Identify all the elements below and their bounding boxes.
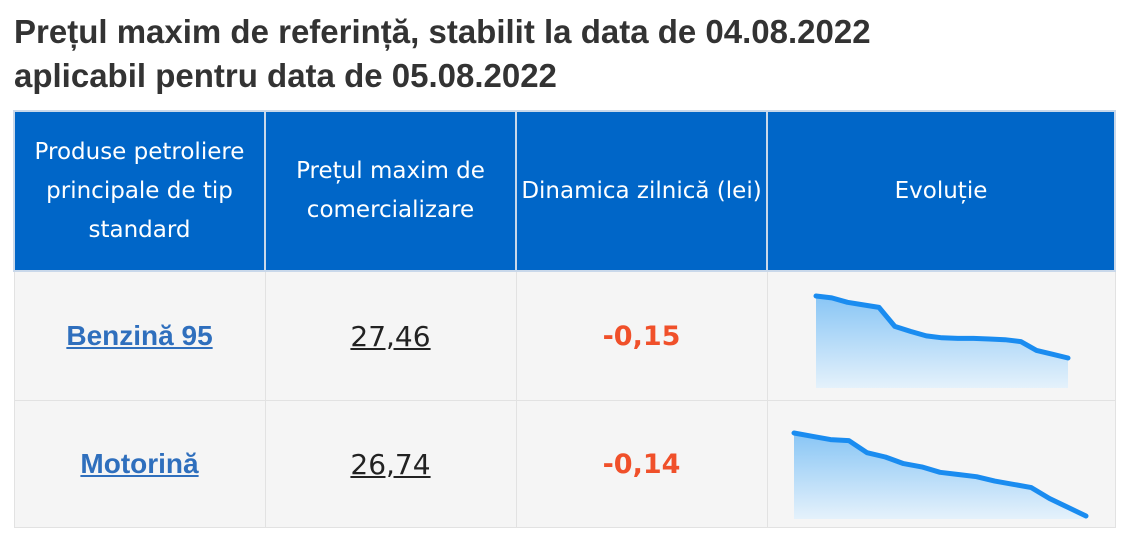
cell-product: Benzină 95 bbox=[13, 270, 266, 401]
page-title-line-1: Prețul maxim de referință, stabilit la d… bbox=[14, 13, 871, 50]
page-title-line-2: aplicabil pentru data de 05.08.2022 bbox=[14, 57, 557, 94]
header-dynamic: Dinamica zilnică (lei) bbox=[515, 110, 768, 272]
price-link-benzina-95[interactable]: 27,46 bbox=[350, 319, 431, 353]
sparkline-benzina-95 bbox=[813, 293, 1070, 388]
daily-change-value: -0,14 bbox=[602, 448, 681, 480]
header-price: Prețul maxim de comercializare bbox=[264, 110, 517, 272]
cell-dynamic: -0,14 bbox=[515, 400, 768, 528]
product-link-motorina[interactable]: Motorină bbox=[80, 448, 199, 479]
page-title: Prețul maxim de referință, stabilit la d… bbox=[14, 10, 871, 98]
sparkline-line bbox=[791, 430, 1088, 519]
cell-dynamic: -0,15 bbox=[515, 270, 768, 401]
price-table: Produse petroliere principale de tip sta… bbox=[13, 110, 1116, 528]
header-evolution: Evoluție bbox=[766, 110, 1116, 272]
sparkline-area bbox=[793, 433, 1086, 519]
header-product: Produse petroliere principale de tip sta… bbox=[13, 110, 266, 272]
cell-price: 27,46 bbox=[264, 270, 517, 401]
cell-evolution bbox=[766, 400, 1116, 528]
sparkline-area bbox=[815, 296, 1068, 388]
daily-change-value: -0,15 bbox=[602, 320, 681, 352]
sparkline-motorina bbox=[791, 430, 1088, 519]
cell-price: 26,74 bbox=[264, 400, 517, 528]
table-row: Benzină 95 27,46 -0,15 bbox=[13, 270, 1116, 401]
table-header-row: Produse petroliere principale de tip sta… bbox=[13, 110, 1116, 272]
cell-evolution bbox=[766, 270, 1116, 401]
cell-product: Motorină bbox=[13, 400, 266, 528]
table-row: Motorină 26,74 -0,14 bbox=[13, 400, 1116, 528]
price-link-motorina[interactable]: 26,74 bbox=[350, 447, 431, 481]
sparkline-line bbox=[813, 293, 1070, 361]
product-link-benzina-95[interactable]: Benzină 95 bbox=[66, 320, 213, 351]
